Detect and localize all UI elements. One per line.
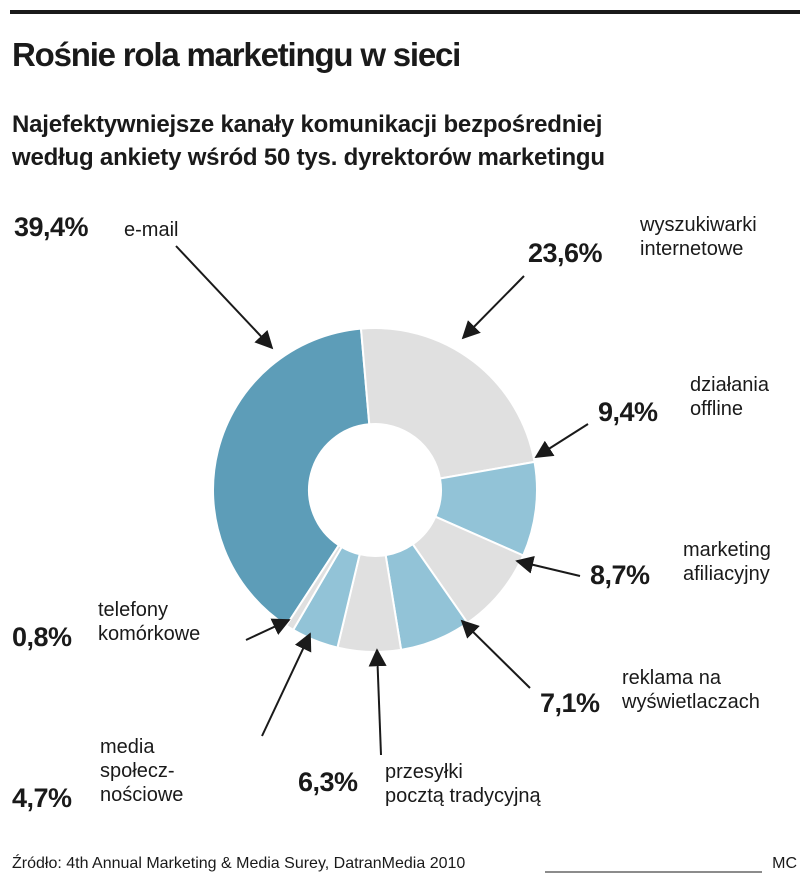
leader-arrow	[460, 619, 531, 689]
category-label: telefony komórkowe	[98, 599, 201, 645]
category-label: wyszukiwarki internetowe	[640, 214, 757, 260]
category-label: e-mail	[124, 219, 179, 241]
category-label: działania offline	[690, 374, 769, 420]
leader-arrow	[175, 245, 274, 350]
chart-title: Rośnie rola marketingu w sieci	[12, 36, 461, 73]
leader-arrow	[515, 555, 581, 577]
value-label: 39,4%	[14, 212, 89, 242]
leader-arrow	[534, 423, 589, 458]
value-label: 6,3%	[298, 767, 358, 797]
credit: MC	[772, 855, 797, 872]
donut-slice	[284, 543, 344, 632]
leader-arrow	[261, 632, 312, 737]
value-label: 4,7%	[12, 783, 72, 813]
category-label: marketing afiliacyjny	[683, 539, 771, 585]
leader-arrow	[245, 618, 291, 641]
leader-arrow	[461, 275, 525, 340]
leader-arrow	[368, 648, 387, 756]
value-label: 8,7%	[590, 560, 650, 590]
value-label: 23,6%	[528, 238, 603, 268]
donut-slice	[359, 327, 536, 480]
chart-subtitle: Najefektywniejsze kanały komunikacji bez…	[12, 111, 605, 171]
category-label: przesyłki pocztą tradycyjną	[385, 761, 541, 807]
category-label: reklama na wyświetlaczach	[622, 667, 760, 713]
source: Źródło: 4th Annual Marketing & Media Sur…	[12, 855, 466, 872]
donut-slice	[212, 327, 371, 627]
category-label: media społecz- nościowe	[100, 736, 184, 806]
value-label: 9,4%	[598, 397, 658, 427]
value-label: 7,1%	[540, 688, 600, 718]
value-label: 0,8%	[12, 622, 72, 652]
